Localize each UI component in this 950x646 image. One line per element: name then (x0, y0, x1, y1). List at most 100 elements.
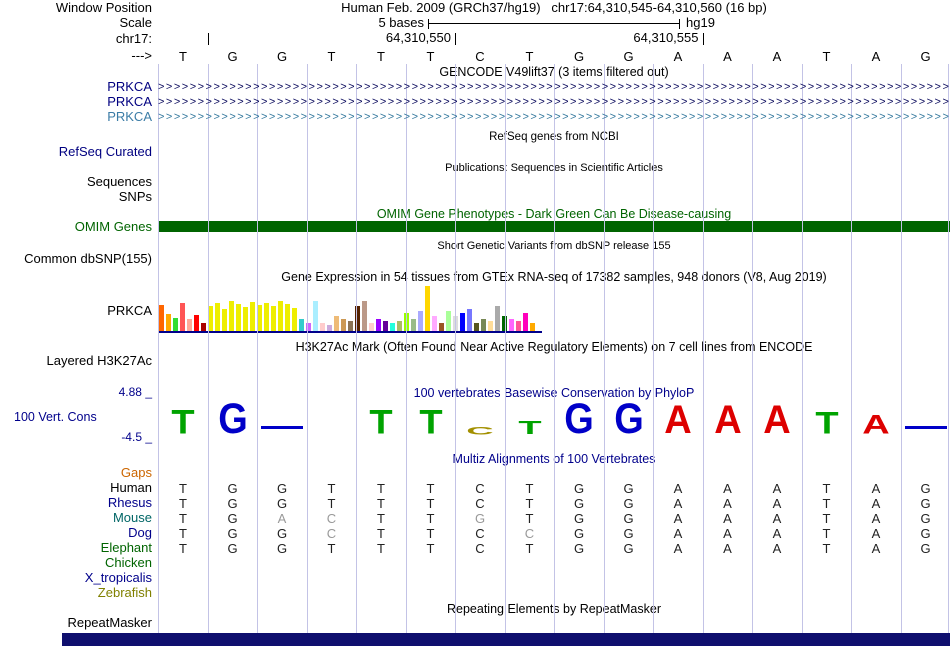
alignment-base: C (475, 496, 485, 511)
conservation-logo-letter: G (217, 396, 248, 444)
track-label-rhesus[interactable]: Rhesus (107, 495, 152, 510)
track-label-human[interactable]: Human (110, 480, 152, 495)
gtex-bar (509, 319, 514, 331)
track-label-prkca[interactable]: PRKCA (107, 109, 152, 124)
alignment-base: A (723, 526, 732, 541)
guideline (851, 64, 852, 633)
alignment-base: A (723, 541, 732, 556)
track-label-gaps[interactable]: Gaps (120, 465, 152, 480)
gtex-bar (187, 319, 192, 331)
alignment-base: A (772, 541, 782, 556)
gtex-bar (222, 309, 227, 331)
conservation-logo-letter: C (466, 424, 494, 438)
ruler-coordinate: 64,310,550 (385, 30, 451, 45)
conservation-logo-letter: A (862, 410, 890, 441)
gtex-bar (194, 315, 199, 331)
alignment-base: C (475, 541, 485, 556)
track-title-publications[interactable]: Publications: Sequences in Scientific Ar… (445, 162, 663, 174)
guideline (257, 64, 258, 633)
alignment-base: G (920, 481, 931, 496)
gtex-bar (250, 302, 255, 331)
track-title-dbsnp[interactable]: Short Genetic Variants from dbSNP releas… (437, 240, 671, 252)
alignment-base: A (871, 511, 881, 526)
track-title-repeatmasker[interactable]: Repeating Elements by RepeatMasker (446, 602, 661, 616)
gene-model-arrows[interactable]: >>>>>>>>>>>>>>>>>>>>>>>>>>>>>>>>>>>>>>>>… (158, 96, 950, 108)
gtex-bar (208, 306, 213, 331)
guideline (653, 64, 654, 633)
gtex-bar (439, 323, 444, 331)
track-label-snps[interactable]: SNPs (118, 189, 152, 204)
gtex-bar (306, 323, 311, 331)
track-label-refseq-curated[interactable]: RefSeq Curated (58, 144, 152, 159)
guideline (702, 64, 704, 633)
track-label-h3k27ac[interactable]: Layered H3K27Ac (46, 353, 152, 368)
alignment-base: G (573, 481, 585, 496)
guideline (752, 64, 753, 633)
gtex-bar (355, 306, 360, 331)
alignment-base: G (276, 526, 288, 541)
base-letter: A (673, 49, 683, 64)
track-label-prkca[interactable]: PRKCA (107, 79, 152, 94)
conservation-logo-letter: G (564, 396, 594, 444)
guideline (356, 64, 357, 633)
alignment-base: T (377, 526, 385, 541)
track-title-multiz[interactable]: Multiz Alignments of 100 Vertebrates (452, 452, 656, 466)
track-label-prkca[interactable]: PRKCA (107, 94, 152, 109)
track-label-gtex-prkca[interactable]: PRKCA (107, 303, 152, 318)
track-label-x_tropicalis[interactable]: X_tropicalis (84, 570, 152, 585)
footer-bar (62, 633, 950, 646)
base-letter: T (426, 49, 435, 64)
strand-label: ---> (131, 48, 152, 63)
ruler-tick (455, 33, 456, 45)
gtex-bar (446, 311, 451, 331)
gtex-bar (334, 316, 339, 331)
alignment-base: T (327, 496, 336, 511)
alignment-base: T (179, 511, 187, 526)
guideline (603, 64, 605, 633)
track-label-phylop[interactable]: 100 Vert. Cons (14, 410, 97, 424)
alignment-base: A (673, 526, 683, 541)
browser-position-title: Human Feb. 2009 (GRCh37/hg19) chr17:64,3… (341, 0, 767, 15)
gtex-bar (397, 321, 402, 331)
alignment-base: T (377, 511, 385, 526)
alignment-base: A (772, 511, 782, 526)
gtex-bar (348, 321, 353, 331)
alignment-base: G (573, 541, 585, 556)
alignment-base: A (723, 511, 732, 526)
window-position-label: Window Position (55, 0, 152, 15)
track-label-elephant[interactable]: Elephant (100, 540, 152, 555)
gtex-bar (313, 301, 318, 331)
alignment-base: A (723, 481, 732, 496)
track-title-refseq[interactable]: RefSeq genes from NCBI (489, 131, 619, 143)
base-letter: C (475, 49, 485, 64)
gtex-bar (523, 313, 528, 331)
track-title-omim[interactable]: OMIM Gene Phenotypes - Dark Green Can Be… (376, 207, 732, 221)
alignment-base: G (920, 496, 931, 511)
gtex-bar (404, 313, 409, 331)
alignment-base: T (426, 481, 435, 496)
track-label-omim[interactable]: OMIM Genes (74, 219, 152, 234)
alignment-base: G (573, 526, 585, 541)
track-label-sequences[interactable]: Sequences (86, 174, 152, 189)
gtex-bar (411, 319, 416, 331)
gtex-bar (530, 323, 535, 331)
alignment-base: C (524, 526, 535, 541)
track-label-mouse[interactable]: Mouse (112, 510, 152, 525)
conservation-flat (904, 426, 947, 429)
gene-model-arrows[interactable]: >>>>>>>>>>>>>>>>>>>>>>>>>>>>>>>>>>>>>>>>… (158, 81, 950, 93)
track-label-dog[interactable]: Dog (128, 525, 152, 540)
alignment-base: A (871, 481, 881, 496)
track-label-chicken[interactable]: Chicken (105, 555, 152, 570)
gtex-bar (327, 325, 332, 331)
track-label-repeatmasker[interactable]: RepeatMasker (67, 615, 152, 630)
base-letter: T (822, 49, 831, 64)
track-label-zebrafish[interactable]: Zebrafish (97, 585, 152, 600)
gtex-bar (257, 305, 262, 331)
track-label-dbsnp[interactable]: Common dbSNP(155) (24, 251, 152, 266)
guideline (306, 64, 308, 633)
scale-label: Scale (119, 15, 152, 30)
gtex-bar (159, 305, 164, 331)
gtex-bar (425, 286, 430, 331)
gene-model-arrows[interactable]: >>>>>>>>>>>>>>>>>>>>>>>>>>>>>>>>>>>>>>>>… (158, 111, 950, 123)
alignment-base: G (920, 511, 931, 526)
